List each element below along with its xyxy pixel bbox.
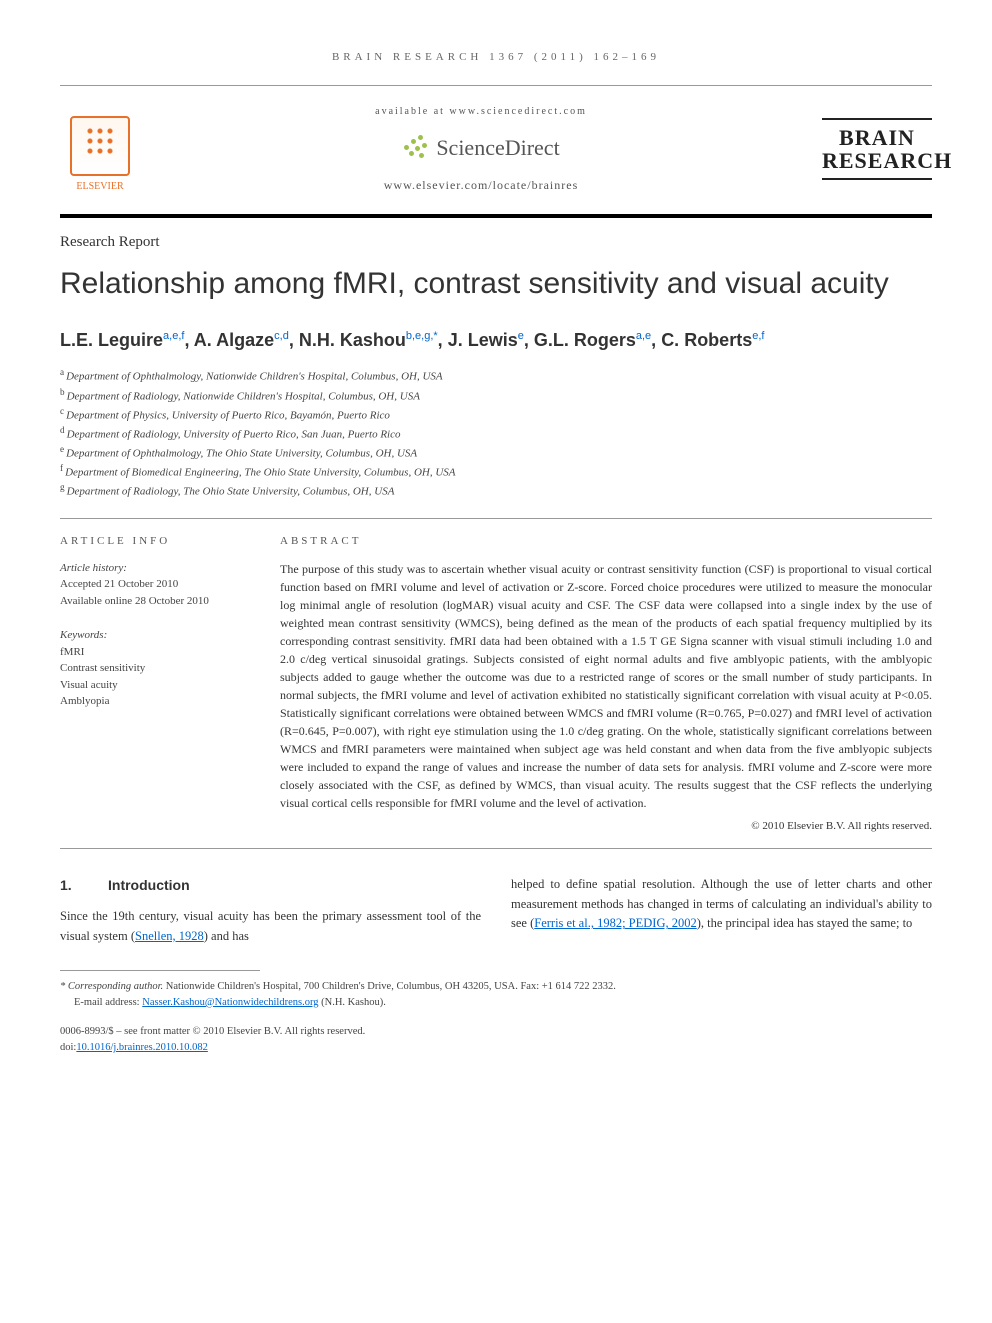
- affiliation-ref-link[interactable]: a,e: [636, 330, 651, 342]
- sciencedirect-icon: [402, 135, 428, 161]
- author: N.H. Kashoub,e,g,*: [299, 330, 438, 350]
- keyword: Visual acuity: [60, 677, 260, 694]
- intro-para-2: helped to define spatial resolution. Alt…: [511, 875, 932, 933]
- keywords-label: Keywords:: [60, 627, 260, 644]
- elsevier-logo: ELSEVIER: [60, 104, 140, 194]
- journal-url: www.elsevier.com/locate/brainres: [140, 177, 822, 194]
- affiliation-ref-link[interactable]: b,e,g,*: [406, 330, 438, 342]
- author: C. Robertse,f: [661, 330, 764, 350]
- footer-meta: 0006-8993/$ – see front matter © 2010 El…: [60, 1024, 932, 1056]
- publisher-name: ELSEVIER: [76, 180, 123, 194]
- section-heading: 1. Introduction: [60, 875, 481, 897]
- footnotes: * Corresponding author. Nationwide Child…: [60, 979, 932, 1011]
- intro-text: ), the principal idea has stayed the sam…: [697, 916, 913, 930]
- corr-text: Nationwide Children's Hospital, 700 Chil…: [163, 981, 616, 992]
- author: G.L. Rogersa,e: [534, 330, 651, 350]
- corresponding-author: * Corresponding author. Nationwide Child…: [60, 979, 932, 995]
- body-columns: 1. Introduction Since the 19th century, …: [60, 875, 932, 945]
- affiliation: eDepartment of Ophthalmology, The Ohio S…: [60, 443, 932, 462]
- sciencedirect-logo: ScienceDirect: [402, 133, 559, 164]
- journal-header: ELSEVIER available at www.sciencedirect.…: [60, 92, 932, 206]
- column-left: 1. Introduction Since the 19th century, …: [60, 875, 481, 945]
- article-title: Relationship among fMRI, contrast sensit…: [60, 263, 932, 305]
- article-info: ARTICLE INFO Article history: Accepted 2…: [60, 533, 280, 834]
- header-center: available at www.sciencedirect.com Scien…: [140, 105, 822, 195]
- footnote-rule: [60, 970, 260, 971]
- affiliation: aDepartment of Ophthalmology, Nationwide…: [60, 366, 932, 385]
- abstract-copyright: © 2010 Elsevier B.V. All rights reserved…: [280, 818, 932, 835]
- affiliation: dDepartment of Radiology, University of …: [60, 424, 932, 443]
- section-number: 1.: [60, 875, 108, 897]
- journal-logo: BRAIN RESEARCH: [822, 112, 932, 186]
- abstract-heading: ABSTRACT: [280, 533, 932, 550]
- doi-line: doi:10.1016/j.brainres.2010.10.082: [60, 1040, 932, 1056]
- rule-thick: [60, 214, 932, 218]
- affiliation: fDepartment of Biomedical Engineering, T…: [60, 462, 932, 481]
- affiliation-ref-link[interactable]: c,d: [274, 330, 289, 342]
- history-label: Article history:: [60, 560, 260, 577]
- email-line: E-mail address: Nasser.Kashou@Nationwide…: [60, 995, 932, 1011]
- section-title: Introduction: [108, 875, 190, 897]
- affiliation: bDepartment of Radiology, Nationwide Chi…: [60, 386, 932, 405]
- column-right: helped to define spatial resolution. Alt…: [511, 875, 932, 945]
- affiliation-list: aDepartment of Ophthalmology, Nationwide…: [60, 366, 932, 500]
- affiliation: cDepartment of Physics, University of Pu…: [60, 405, 932, 424]
- corr-label: * Corresponding author.: [60, 981, 163, 992]
- keyword: fMRI: [60, 644, 260, 661]
- affiliation-ref-link[interactable]: e,f: [752, 330, 764, 342]
- accepted-date: Accepted 21 October 2010: [60, 576, 260, 593]
- email-link[interactable]: Nasser.Kashou@Nationwidechildrens.org: [142, 997, 318, 1008]
- affiliation-ref-link[interactable]: e: [518, 330, 524, 342]
- online-date: Available online 28 October 2010: [60, 593, 260, 610]
- keywords-list: fMRIContrast sensitivityVisual acuityAmb…: [60, 644, 260, 710]
- journal-name-1: BRAIN: [822, 126, 932, 149]
- article-info-heading: ARTICLE INFO: [60, 533, 260, 550]
- available-at: available at www.sciencedirect.com: [140, 105, 822, 119]
- author: J. Lewise: [448, 330, 524, 350]
- email-label: E-mail address:: [74, 997, 142, 1008]
- citation-link[interactable]: Ferris et al., 1982; PEDIG, 2002: [534, 916, 696, 930]
- sciencedirect-text: ScienceDirect: [436, 133, 559, 164]
- running-head: BRAIN RESEARCH 1367 (2011) 162–169: [60, 50, 932, 65]
- article-type: Research Report: [60, 232, 932, 253]
- intro-text: Since the 19th century, visual acuity ha…: [60, 909, 481, 942]
- citation-link[interactable]: Snellen, 1928: [135, 929, 204, 943]
- doi-label: doi:: [60, 1042, 76, 1053]
- intro-text: ) and has: [204, 929, 249, 943]
- rule-top: [60, 85, 932, 86]
- author: L.E. Leguirea,e,f: [60, 330, 184, 350]
- meta-row: ARTICLE INFO Article history: Accepted 2…: [60, 518, 932, 849]
- intro-para-1: Since the 19th century, visual acuity ha…: [60, 907, 481, 946]
- email-who: (N.H. Kashou).: [319, 997, 386, 1008]
- affiliation: gDepartment of Radiology, The Ohio State…: [60, 481, 932, 500]
- author: A. Algazec,d: [194, 330, 289, 350]
- abstract-text: The purpose of this study was to ascerta…: [280, 560, 932, 812]
- doi-link[interactable]: 10.1016/j.brainres.2010.10.082: [76, 1042, 208, 1053]
- front-matter: 0006-8993/$ – see front matter © 2010 El…: [60, 1024, 932, 1040]
- keyword: Contrast sensitivity: [60, 660, 260, 677]
- elsevier-tree-icon: [70, 116, 130, 176]
- author-list: L.E. Leguirea,e,f, A. Algazec,d, N.H. Ka…: [60, 327, 932, 354]
- affiliation-ref-link[interactable]: a,e,f: [163, 330, 184, 342]
- keyword: Amblyopia: [60, 693, 260, 710]
- abstract-block: ABSTRACT The purpose of this study was t…: [280, 533, 932, 834]
- journal-name-2: RESEARCH: [822, 149, 932, 172]
